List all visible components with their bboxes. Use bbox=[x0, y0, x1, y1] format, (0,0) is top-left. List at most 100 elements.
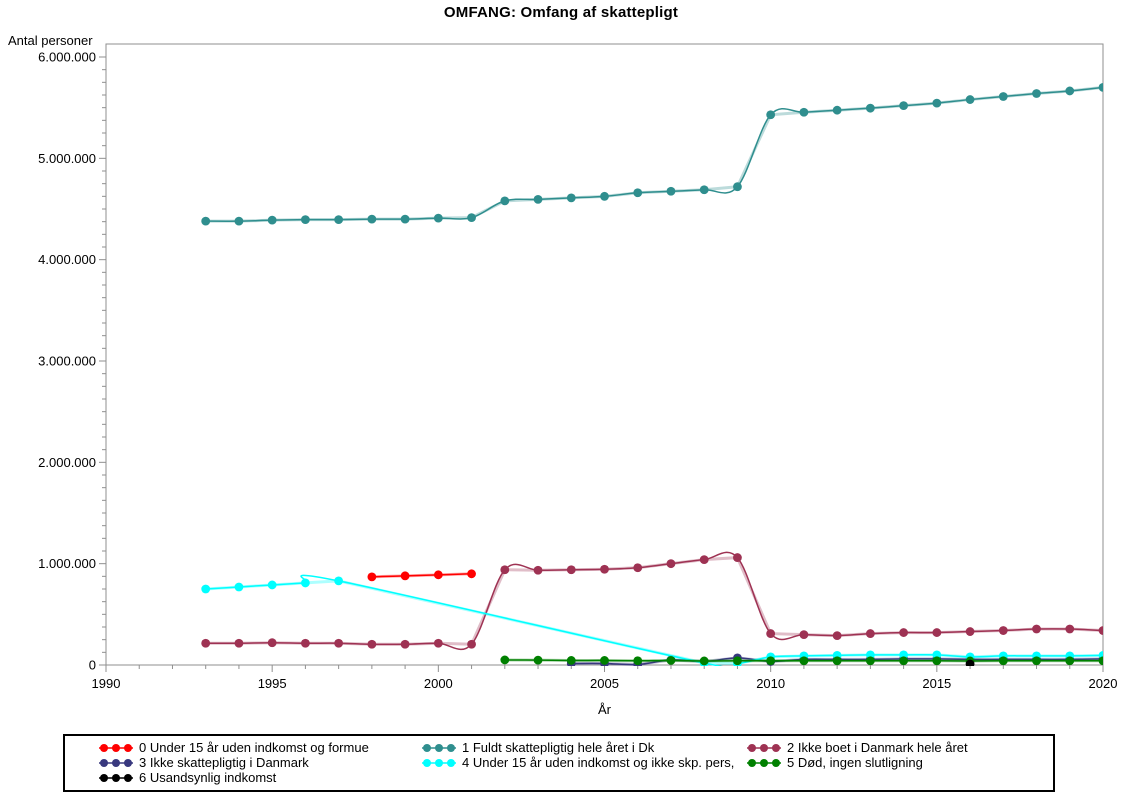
series-point bbox=[234, 216, 244, 226]
series-point bbox=[600, 191, 609, 201]
series-point bbox=[467, 213, 476, 223]
series-point bbox=[899, 656, 908, 666]
series-point bbox=[633, 563, 643, 573]
x-tick-label: 2020 bbox=[1089, 676, 1118, 691]
series-4 bbox=[201, 574, 1103, 666]
x-tick-label: 2000 bbox=[424, 676, 453, 691]
y-tick-label: 1.000.000 bbox=[38, 556, 96, 571]
y-tick-label: 2.000.000 bbox=[38, 455, 96, 470]
series-point bbox=[832, 656, 842, 666]
series-point bbox=[500, 196, 510, 206]
series-point bbox=[500, 655, 510, 665]
legend-item-label: 6 Usandsynlig indkomst bbox=[139, 770, 277, 785]
legend-marker bbox=[99, 743, 133, 752]
legend-marker bbox=[99, 758, 133, 767]
series-point bbox=[467, 639, 476, 649]
series-point bbox=[533, 655, 543, 665]
y-tick-label: 3.000.000 bbox=[38, 354, 96, 369]
series-point bbox=[666, 559, 676, 569]
series-point bbox=[367, 572, 377, 582]
series-point bbox=[965, 95, 975, 104]
legend-item-label: 5 Død, ingen slutligning bbox=[787, 755, 923, 770]
legend-item: 5 Død, ingen slutligning bbox=[747, 755, 1053, 770]
y-axis-title: Antal personer bbox=[8, 33, 93, 48]
x-tick-label: 2005 bbox=[590, 676, 619, 691]
series-point bbox=[699, 656, 709, 666]
series-point bbox=[932, 98, 942, 108]
series-point bbox=[533, 565, 543, 575]
legend-item: 2 Ikke boet i Danmark hele året bbox=[747, 740, 1053, 755]
legend-box: 0 Under 15 år uden indkomst og formue 1 F… bbox=[63, 734, 1055, 792]
legend-item: 6 Usandsynlig indkomst bbox=[99, 770, 422, 785]
series-point bbox=[998, 626, 1008, 635]
series-point bbox=[733, 656, 742, 666]
series-point bbox=[699, 185, 709, 195]
series-point bbox=[500, 565, 510, 575]
series-point bbox=[566, 193, 576, 203]
series-point bbox=[1032, 89, 1041, 98]
series-point bbox=[633, 188, 643, 198]
series-point bbox=[334, 576, 344, 586]
series-point bbox=[201, 638, 211, 648]
series-point bbox=[932, 656, 942, 666]
series-point bbox=[766, 656, 776, 666]
legend-item: 1 Fuldt skattepligtig hele året i Dk bbox=[422, 740, 747, 755]
series-point bbox=[965, 659, 975, 666]
series-point bbox=[234, 638, 244, 648]
series-point bbox=[832, 105, 842, 115]
series-point bbox=[799, 630, 809, 639]
series-point bbox=[267, 580, 277, 590]
series-point bbox=[400, 571, 410, 581]
series-point bbox=[766, 110, 776, 120]
series-point bbox=[899, 101, 908, 111]
legend-item-label: 2 Ikke boet i Danmark hele året bbox=[787, 740, 968, 755]
legend-marker bbox=[747, 743, 781, 752]
legend-marker bbox=[99, 773, 133, 782]
series-point bbox=[367, 214, 377, 224]
series-point bbox=[666, 186, 676, 196]
series-line bbox=[371, 573, 472, 578]
series-point bbox=[633, 656, 643, 666]
x-tick-label: 1990 bbox=[92, 676, 121, 691]
series-point bbox=[1098, 83, 1103, 92]
series-band bbox=[205, 85, 1103, 223]
series-point bbox=[467, 569, 476, 579]
y-tick-label: 6.000.000 bbox=[38, 50, 96, 65]
legend-item-label: 3 Ikke skattepligtig i Danmark bbox=[139, 755, 309, 770]
series-point bbox=[699, 555, 709, 565]
legend-marker bbox=[747, 758, 781, 767]
series-point bbox=[1098, 656, 1103, 666]
series-5 bbox=[500, 655, 1103, 666]
series-point bbox=[766, 629, 776, 638]
series-1 bbox=[201, 83, 1103, 226]
legend-item: 3 Ikke skattepligtig i Danmark bbox=[99, 755, 422, 770]
legend-item-label: 1 Fuldt skattepligtig hele året i Dk bbox=[462, 740, 655, 755]
x-tick-label: 1995 bbox=[258, 676, 287, 691]
series-point bbox=[201, 584, 211, 594]
legend-item-label: 0 Under 15 år uden indkomst og formue bbox=[139, 740, 369, 755]
series-line bbox=[205, 86, 1103, 222]
legend-item-label: 4 Under 15 år uden indkomst og ikke skp.… bbox=[462, 755, 735, 770]
series-point bbox=[433, 570, 443, 580]
series-point bbox=[733, 182, 742, 192]
x-tick-label: 2010 bbox=[756, 676, 785, 691]
series-point bbox=[301, 215, 310, 225]
series-point bbox=[1065, 624, 1075, 634]
series-point bbox=[433, 213, 443, 223]
series-band bbox=[205, 579, 1103, 665]
series-point bbox=[566, 656, 576, 665]
series-point bbox=[301, 638, 310, 648]
series-point bbox=[600, 656, 609, 665]
series-point bbox=[367, 639, 377, 649]
series-point bbox=[666, 656, 676, 665]
y-tick-label: 5.000.000 bbox=[38, 151, 96, 166]
series-point bbox=[799, 107, 809, 117]
series-point bbox=[301, 578, 310, 588]
series-point bbox=[998, 656, 1008, 666]
series-point bbox=[865, 656, 875, 666]
series-line bbox=[205, 551, 1103, 651]
series-point bbox=[600, 564, 609, 574]
series-point bbox=[267, 215, 277, 225]
series-6 bbox=[965, 659, 975, 666]
series-2 bbox=[201, 551, 1103, 651]
